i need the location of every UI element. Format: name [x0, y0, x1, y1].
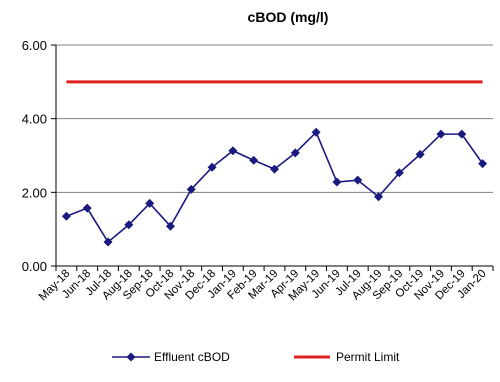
legend-effluent-label: Effluent cBOD — [154, 350, 230, 364]
effluent-cbod-point — [394, 168, 404, 178]
effluent-cbod-point — [103, 237, 113, 247]
y-tick-label: 2.00 — [22, 185, 47, 200]
effluent-cbod-point — [415, 149, 425, 159]
effluent-cbod-point — [478, 159, 488, 169]
effluent-cbod-point — [290, 148, 300, 158]
y-tick-label: 4.00 — [22, 112, 47, 127]
legend: Effluent cBOD Permit Limit — [112, 350, 400, 364]
effluent-cbod-point — [249, 155, 259, 165]
effluent-cbod-point — [436, 129, 446, 139]
grid-layer — [56, 44, 493, 193]
effluent-cbod-point — [311, 127, 321, 137]
legend-effluent-marker — [126, 352, 136, 362]
effluent-cbod-point — [61, 211, 71, 221]
axis-layer: 0.002.004.006.00May-18Jun-18Jul-18Aug-18… — [22, 38, 494, 303]
effluent-cbod-point — [270, 164, 279, 174]
y-tick-label: 0.00 — [22, 259, 47, 274]
effluent-cbod-point — [228, 146, 238, 156]
y-tick-label: 6.00 — [22, 38, 47, 53]
chart-title: cBOD (mg/l) — [248, 9, 329, 25]
legend-limit-label: Permit Limit — [336, 350, 400, 364]
effluent-cbod-point — [353, 175, 363, 185]
effluent-cbod-point — [332, 177, 342, 187]
series-layer — [61, 80, 488, 247]
effluent-cbod-point — [457, 129, 467, 139]
effluent-cbod-point — [145, 198, 155, 208]
effluent-cbod-point — [165, 221, 175, 231]
effluent-cbod-point — [207, 162, 217, 172]
effluent-cbod-point — [124, 220, 134, 230]
effluent-cbod-point — [186, 184, 196, 194]
effluent-cbod-point — [82, 203, 92, 213]
effluent-cbod-point — [374, 192, 384, 202]
